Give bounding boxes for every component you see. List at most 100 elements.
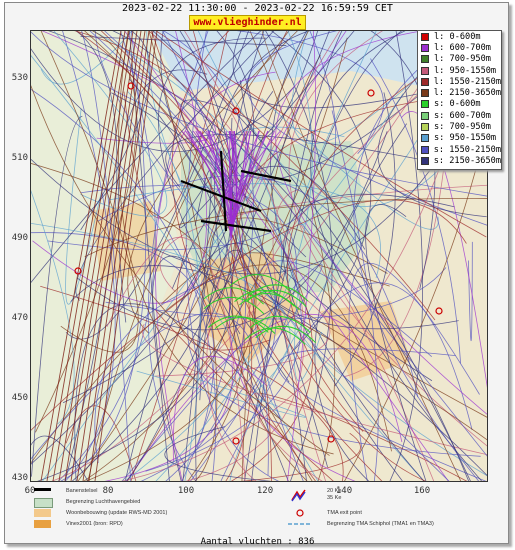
legend-label: s: 700-950m bbox=[434, 122, 491, 133]
flight-track bbox=[214, 316, 276, 334]
runway bbox=[219, 150, 228, 232]
flight-track bbox=[108, 183, 381, 278]
legend-swatch bbox=[421, 145, 429, 154]
flight-track bbox=[31, 190, 75, 425]
runway-label: Banenstelsel bbox=[66, 488, 98, 494]
flight-track bbox=[176, 244, 270, 351]
flight-track bbox=[401, 111, 487, 388]
legend-label: l: 950-1550m bbox=[434, 65, 497, 76]
flight-track bbox=[247, 284, 309, 302]
flight-track bbox=[31, 48, 296, 152]
flight-track bbox=[32, 31, 207, 304]
flight-track bbox=[248, 156, 487, 457]
legend-label: s: 950-1550m bbox=[434, 133, 497, 144]
flight-track bbox=[293, 281, 323, 382]
flight-track bbox=[185, 130, 232, 241]
flight-track bbox=[76, 31, 146, 481]
legend-item: s: 600-700m bbox=[418, 110, 501, 121]
legend-label: s: 600-700m bbox=[434, 110, 491, 121]
x-tick: 60 bbox=[24, 486, 36, 496]
flight-track bbox=[164, 426, 273, 481]
flight-track bbox=[81, 31, 132, 481]
flight-track bbox=[40, 285, 344, 481]
flight-track bbox=[77, 131, 388, 331]
flight-track bbox=[42, 172, 266, 481]
flight-track bbox=[58, 31, 134, 481]
legend-label: l: 0-600m bbox=[434, 31, 481, 42]
legend-item: s: 2150-3650m bbox=[418, 155, 501, 166]
flight-track bbox=[155, 31, 313, 481]
runway bbox=[240, 169, 292, 183]
flight-track bbox=[365, 204, 427, 481]
kv35-label: 35 Ke bbox=[327, 495, 342, 501]
flight-track bbox=[270, 31, 372, 351]
flight-track bbox=[57, 31, 156, 481]
flight-track bbox=[272, 189, 327, 481]
x-tick: 140 bbox=[335, 486, 353, 496]
flight-track bbox=[255, 325, 317, 344]
flight-track bbox=[142, 323, 487, 456]
flight-track bbox=[31, 199, 467, 431]
site-badge[interactable]: www.vlieghinder.nl bbox=[189, 15, 306, 30]
flight-track bbox=[244, 31, 403, 481]
legend-label: s: 1550-2150m bbox=[433, 144, 501, 155]
legend-swatch bbox=[421, 89, 429, 98]
flight-track bbox=[203, 296, 265, 315]
flight-track bbox=[35, 31, 137, 433]
legend-item: l: 2150-3650m bbox=[418, 87, 501, 98]
flight-track bbox=[65, 31, 249, 340]
flight-track bbox=[241, 37, 487, 481]
legend-swatch bbox=[421, 55, 429, 64]
flight-track bbox=[240, 31, 319, 139]
flight-track bbox=[152, 255, 290, 481]
flight-track bbox=[232, 31, 487, 109]
flight-track bbox=[84, 198, 487, 258]
flight-track bbox=[64, 31, 138, 481]
flight-track bbox=[244, 327, 306, 345]
flight-track bbox=[89, 31, 277, 481]
flight-track bbox=[261, 31, 462, 481]
residential-label: Woonbebouwing (update RWS-MD 2001) bbox=[66, 510, 168, 516]
flight-track bbox=[231, 31, 309, 481]
flight-track bbox=[252, 260, 433, 481]
flight-track bbox=[155, 31, 487, 238]
legend-item: s: 700-950m bbox=[418, 121, 501, 132]
flight-track bbox=[192, 31, 253, 481]
flight-track bbox=[468, 241, 473, 341]
flight-track bbox=[40, 31, 122, 481]
flight-track bbox=[155, 309, 334, 481]
legend-label: s: 0-600m bbox=[434, 99, 481, 110]
y-tick: 490 bbox=[11, 233, 28, 243]
vinex-swatch bbox=[34, 520, 51, 528]
legend-swatch bbox=[421, 100, 429, 109]
flight-track bbox=[100, 31, 314, 481]
flight-track bbox=[314, 123, 407, 481]
vinex-label: Vinex2001 (bron: RPD) bbox=[66, 521, 123, 527]
flight-track bbox=[70, 31, 142, 481]
runway-swatch bbox=[34, 488, 51, 491]
flight-track bbox=[31, 264, 392, 464]
altitude-legend: l: 0-600m l: 600-700m l: 700-950m l: 950-15… bbox=[417, 30, 502, 170]
flight-track bbox=[75, 31, 275, 301]
legend-item: l: 700-950m bbox=[418, 54, 501, 65]
legend-label: l: 600-700m bbox=[434, 42, 491, 53]
flight-track bbox=[52, 31, 130, 481]
flight-track bbox=[46, 31, 126, 481]
flight-track bbox=[31, 31, 487, 197]
x-tick: 160 bbox=[413, 486, 431, 496]
flight-track bbox=[246, 31, 487, 226]
noise-contour-icon bbox=[291, 489, 306, 502]
flight-track bbox=[249, 31, 336, 481]
flight-track bbox=[203, 287, 264, 305]
map-legend: Banenstelsel Begrenzing Luchthavengebied… bbox=[30, 485, 486, 535]
flight-track bbox=[80, 35, 287, 46]
flight-track bbox=[124, 242, 284, 481]
legend-item: l: 1550-2150m bbox=[418, 76, 501, 87]
legend-swatch bbox=[421, 32, 429, 41]
flight-track bbox=[125, 31, 330, 481]
y-tick: 470 bbox=[11, 313, 28, 323]
flight-track bbox=[261, 98, 439, 230]
flight-track bbox=[310, 31, 483, 481]
flight-track bbox=[334, 92, 396, 387]
flight-track bbox=[65, 108, 106, 305]
